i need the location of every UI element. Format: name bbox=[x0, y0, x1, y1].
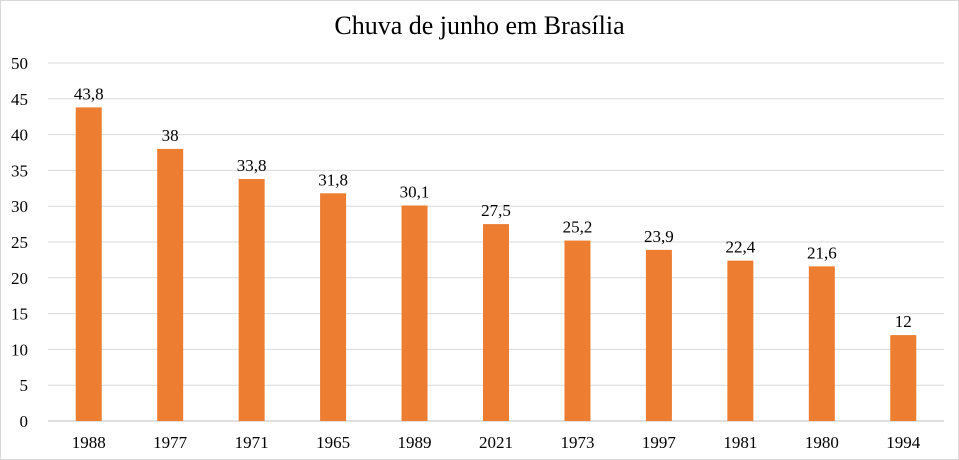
data-label: 43,8 bbox=[74, 84, 104, 103]
x-tick-label: 1994 bbox=[886, 433, 921, 452]
data-label: 25,2 bbox=[563, 218, 593, 237]
y-tick-label: 45 bbox=[11, 90, 28, 109]
x-tick-label: 1988 bbox=[72, 433, 106, 452]
x-tick-label: 1980 bbox=[805, 433, 839, 452]
bar bbox=[890, 335, 916, 421]
y-tick-label: 15 bbox=[11, 305, 28, 324]
bar bbox=[564, 241, 590, 421]
bar bbox=[239, 179, 265, 421]
x-tick-label: 1981 bbox=[723, 433, 757, 452]
y-tick-label: 0 bbox=[20, 412, 29, 431]
y-tick-label: 35 bbox=[11, 161, 28, 180]
bar bbox=[483, 224, 509, 421]
bar bbox=[402, 205, 428, 421]
y-tick-label: 10 bbox=[11, 340, 28, 359]
bar bbox=[646, 250, 672, 421]
data-label: 22,4 bbox=[725, 238, 755, 257]
data-label: 21,6 bbox=[807, 243, 837, 262]
x-tick-label: 1989 bbox=[398, 433, 432, 452]
data-label: 31,8 bbox=[318, 170, 348, 189]
y-tick-label: 20 bbox=[11, 269, 28, 288]
data-label: 23,9 bbox=[644, 227, 674, 246]
x-tick-label: 2021 bbox=[479, 433, 513, 452]
data-label: 27,5 bbox=[481, 201, 511, 220]
x-tick-label: 1997 bbox=[642, 433, 677, 452]
y-tick-label: 30 bbox=[11, 197, 28, 216]
x-tick-label: 1965 bbox=[316, 433, 350, 452]
y-tick-label: 50 bbox=[11, 54, 28, 73]
data-label: 30,1 bbox=[400, 182, 430, 201]
data-label: 12 bbox=[895, 312, 912, 331]
x-tick-label: 1973 bbox=[560, 433, 594, 452]
bar-chart: 0 5 10 15 20 25 30 35 40 45 50 43,8 1988 38 1977 33,8 19… bbox=[1, 1, 958, 459]
y-tick-label: 40 bbox=[11, 126, 28, 145]
x-tick-label: 1971 bbox=[235, 433, 269, 452]
bar bbox=[157, 149, 183, 421]
data-label: 38 bbox=[162, 126, 179, 145]
bar bbox=[76, 107, 102, 421]
bar bbox=[809, 266, 835, 421]
chart-frame: Chuva de junho em Brasília 0 5 10 15 20 25 30 3… bbox=[0, 0, 959, 460]
bar bbox=[727, 261, 753, 421]
data-label: 33,8 bbox=[237, 156, 267, 175]
x-tick-label: 1977 bbox=[153, 433, 188, 452]
bar bbox=[320, 193, 346, 421]
y-tick-label: 5 bbox=[20, 376, 29, 395]
y-tick-label: 25 bbox=[11, 233, 28, 252]
